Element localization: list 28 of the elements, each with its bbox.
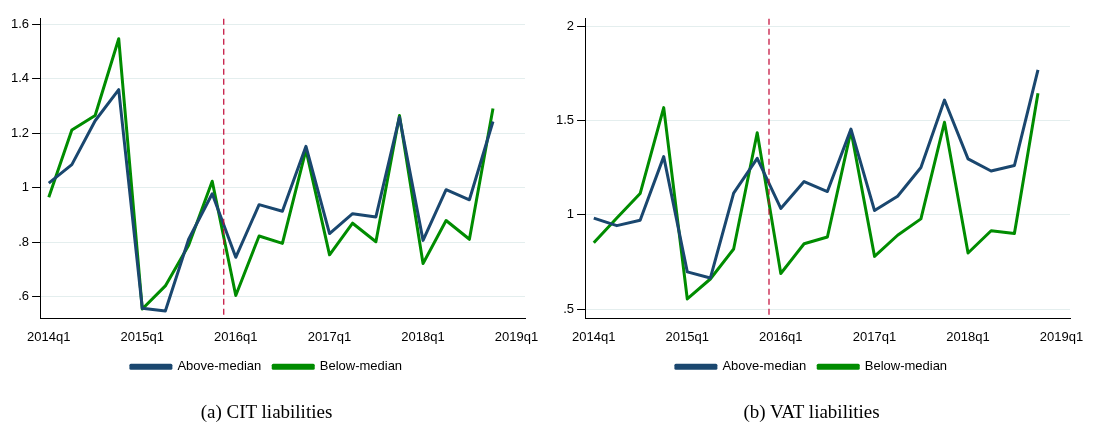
x-tick-label: 2016q1 (214, 328, 258, 344)
x-tick-label: 2018q1 (946, 328, 990, 344)
x-tick-label: 2019q1 (1039, 328, 1084, 344)
legend-label: Above-median (722, 358, 807, 374)
y-tick-label: 1.5 (555, 112, 575, 128)
y-tick-label: 1.6 (10, 15, 30, 31)
x-tick-label: 2014q1 (572, 328, 616, 344)
legend-label: Below-median (319, 358, 403, 374)
x-tick-label: 2015q1 (665, 328, 709, 344)
y-tick-label: .6 (18, 288, 30, 304)
x-tick-label: 2015q1 (120, 328, 164, 344)
x-tick-label: 2014q1 (27, 328, 71, 344)
y-tick-label: 1 (566, 206, 575, 222)
x-tick-label: 2019q1 (494, 328, 539, 344)
text: (a) CIT liabilities (200, 400, 333, 423)
legend-label: Above-median (177, 358, 262, 374)
y-tick-label: .5 (563, 300, 575, 316)
y-tick-label: .8 (18, 233, 30, 249)
y-tick-label: 1.2 (10, 124, 30, 140)
x-tick-label: 2017q1 (307, 328, 352, 344)
x-tick-label: 2017q1 (852, 328, 897, 344)
legend-label: Below-median (864, 358, 948, 374)
text: (b) VAT liabilities (743, 400, 880, 423)
x-tick-label: 2016q1 (759, 328, 803, 344)
x-tick-label: 2018q1 (401, 328, 445, 344)
y-tick-label: 1 (21, 179, 30, 195)
y-tick-label: 1.4 (10, 70, 30, 86)
y-tick-label: 2 (566, 17, 575, 33)
